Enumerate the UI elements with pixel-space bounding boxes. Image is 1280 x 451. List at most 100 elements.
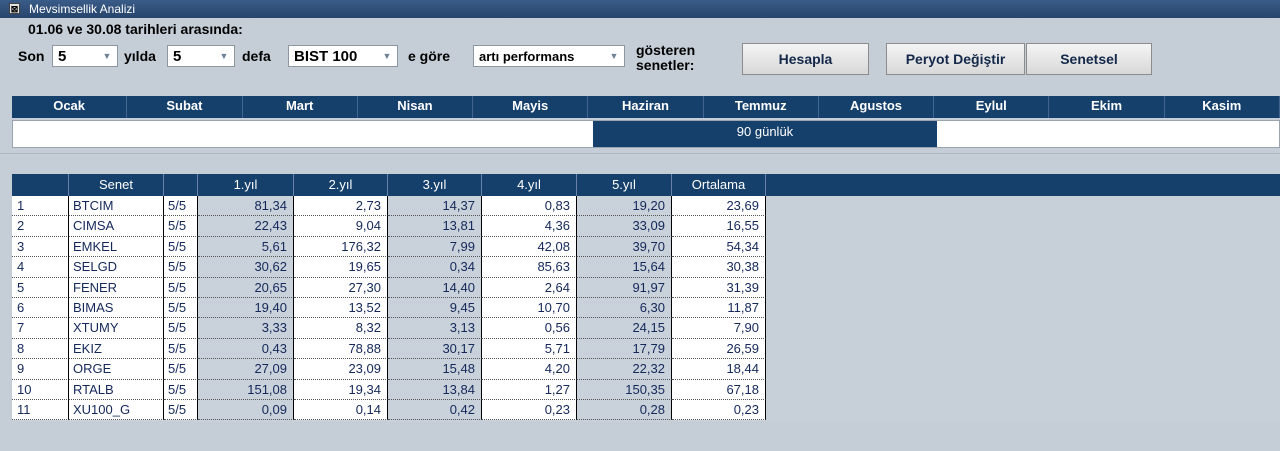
table-cell[interactable]: 3,33 (198, 318, 294, 339)
period-selection[interactable]: 90 günlük (593, 121, 937, 147)
table-cell[interactable]: 18,44 (672, 359, 766, 380)
table-cell[interactable]: 151,08 (198, 379, 294, 400)
table-cell[interactable]: 23,09 (294, 359, 388, 380)
table-row[interactable]: 11 XU100_G 5/5 0,09 0,14 0,42 0,23 0,28 0,23 (12, 399, 766, 421)
performance-combo[interactable]: artı performans ▼ (473, 45, 625, 67)
chevron-down-icon[interactable]: ▼ (102, 51, 112, 61)
month-kasim[interactable]: Kasim (1165, 96, 1280, 118)
month-agustos[interactable]: Agustos (819, 96, 935, 118)
month-mart[interactable]: Mart (243, 96, 358, 118)
month-haziran[interactable]: Haziran (588, 96, 704, 118)
table-cell[interactable]: 8,32 (294, 318, 388, 339)
table-cell[interactable]: 0,34 (388, 257, 482, 278)
table-cell[interactable]: 39,70 (577, 236, 672, 258)
senetsel-button[interactable]: Senetsel (1026, 43, 1152, 75)
table-cell[interactable]: SELGD (69, 257, 164, 278)
table-cell[interactable]: 8 (12, 338, 69, 360)
table-cell[interactable]: 0,23 (482, 399, 577, 421)
table-cell[interactable]: EKIZ (69, 338, 164, 360)
table-cell[interactable]: 27,30 (294, 277, 388, 298)
table-cell[interactable]: 9,04 (294, 216, 388, 237)
hesapla-button[interactable]: Hesapla (742, 43, 869, 75)
table-row[interactable]: 9 ORGE 5/5 27,09 23,09 15,48 4,20 22,32 18,44 (12, 359, 766, 380)
table-cell[interactable]: 0,42 (388, 399, 482, 421)
table-row[interactable]: 5 FENER 5/5 20,65 27,30 14,40 2,64 91,97 31,39 (12, 277, 766, 298)
table-cell[interactable]: 33,09 (577, 216, 672, 237)
table-row[interactable]: 7 XTUMY 5/5 3,33 8,32 3,13 0,56 24,15 7,90 (12, 318, 766, 339)
index-combo[interactable]: BIST 100 ▼ (288, 45, 398, 67)
table-cell[interactable]: RTALB (69, 379, 164, 400)
table-cell[interactable]: XU100_G (69, 399, 164, 421)
table-cell[interactable]: EMKEL (69, 236, 164, 258)
month-eylul[interactable]: Eylul (934, 96, 1050, 118)
table-cell[interactable]: 5/5 (164, 379, 198, 400)
table-cell[interactable]: 78,88 (294, 338, 388, 360)
table-cell[interactable]: 1 (12, 196, 69, 217)
table-cell[interactable]: 0,23 (672, 399, 766, 421)
column-header[interactable]: Ortalama (672, 174, 766, 196)
table-cell[interactable]: 5/5 (164, 359, 198, 380)
table-cell[interactable]: 0,83 (482, 196, 577, 217)
table-cell[interactable]: 11 (12, 399, 69, 421)
table-cell[interactable]: 5,61 (198, 236, 294, 258)
chevron-down-icon[interactable]: ▼ (382, 51, 392, 61)
table-cell[interactable]: 91,97 (577, 277, 672, 298)
table-cell[interactable]: 31,39 (672, 277, 766, 298)
table-cell[interactable]: 81,34 (198, 196, 294, 217)
table-cell[interactable]: 19,40 (198, 297, 294, 319)
table-row[interactable]: 2 CIMSA 5/5 22,43 9,04 13,81 4,36 33,09 16,55 (12, 216, 766, 237)
table-cell[interactable]: 5/5 (164, 297, 198, 319)
table-cell[interactable]: 42,08 (482, 236, 577, 258)
table-cell[interactable]: 5/5 (164, 399, 198, 421)
table-cell[interactable]: 1,27 (482, 379, 577, 400)
table-cell[interactable]: 150,35 (577, 379, 672, 400)
table-cell[interactable]: 16,55 (672, 216, 766, 237)
table-cell[interactable]: 85,63 (482, 257, 577, 278)
month-ocak[interactable]: Ocak (12, 96, 128, 118)
table-cell[interactable]: 19,34 (294, 379, 388, 400)
chevron-down-icon[interactable]: ▼ (609, 51, 619, 61)
table-cell[interactable]: 5/5 (164, 338, 198, 360)
column-header[interactable] (164, 174, 198, 196)
table-cell[interactable]: 0,28 (577, 399, 672, 421)
column-header[interactable]: 1.yıl (198, 174, 294, 196)
table-cell[interactable]: 2,73 (294, 196, 388, 217)
table-cell[interactable]: FENER (69, 277, 164, 298)
table-cell[interactable]: 2 (12, 216, 69, 237)
month-ekim[interactable]: Ekim (1049, 96, 1165, 118)
table-cell[interactable]: 27,09 (198, 359, 294, 380)
table-cell[interactable]: 7,99 (388, 236, 482, 258)
table-cell[interactable]: 14,37 (388, 196, 482, 217)
table-cell[interactable]: 4,36 (482, 216, 577, 237)
table-cell[interactable]: 23,69 (672, 196, 766, 217)
column-header[interactable]: 3.yıl (388, 174, 482, 196)
table-cell[interactable]: 2,64 (482, 277, 577, 298)
column-header[interactable]: Senet (69, 174, 164, 196)
table-row[interactable]: 6 BIMAS 5/5 19,40 13,52 9,45 10,70 6,30 11,87 (12, 297, 766, 319)
table-cell[interactable]: 7 (12, 318, 69, 339)
table-cell[interactable]: 20,65 (198, 277, 294, 298)
table-cell[interactable]: 5/5 (164, 196, 198, 217)
table-cell[interactable]: 5/5 (164, 318, 198, 339)
table-cell[interactable]: BIMAS (69, 297, 164, 319)
table-cell[interactable]: XTUMY (69, 318, 164, 339)
table-cell[interactable]: 26,59 (672, 338, 766, 360)
table-cell[interactable]: 19,20 (577, 196, 672, 217)
table-cell[interactable]: 14,40 (388, 277, 482, 298)
table-cell[interactable]: 0,43 (198, 338, 294, 360)
month-subat[interactable]: Subat (127, 96, 243, 118)
table-cell[interactable]: 13,52 (294, 297, 388, 319)
table-cell[interactable]: 4 (12, 257, 69, 278)
table-cell[interactable]: 5/5 (164, 277, 198, 298)
times-combo[interactable]: 5 ▼ (167, 45, 235, 67)
table-cell[interactable]: 4,20 (482, 359, 577, 380)
table-cell[interactable]: 3,13 (388, 318, 482, 339)
table-cell[interactable]: 5 (12, 277, 69, 298)
table-cell[interactable]: ORGE (69, 359, 164, 380)
table-row[interactable]: 10 RTALB 5/5 151,08 19,34 13,84 1,27 150,35 67,1… (12, 379, 766, 400)
column-header[interactable]: 2.yıl (294, 174, 388, 196)
table-cell[interactable]: 19,65 (294, 257, 388, 278)
table-row[interactable]: 8 EKIZ 5/5 0,43 78,88 30,17 5,71 17,79 26,59 (12, 338, 766, 360)
table-cell[interactable]: 5/5 (164, 257, 198, 278)
table-cell[interactable]: 10,70 (482, 297, 577, 319)
